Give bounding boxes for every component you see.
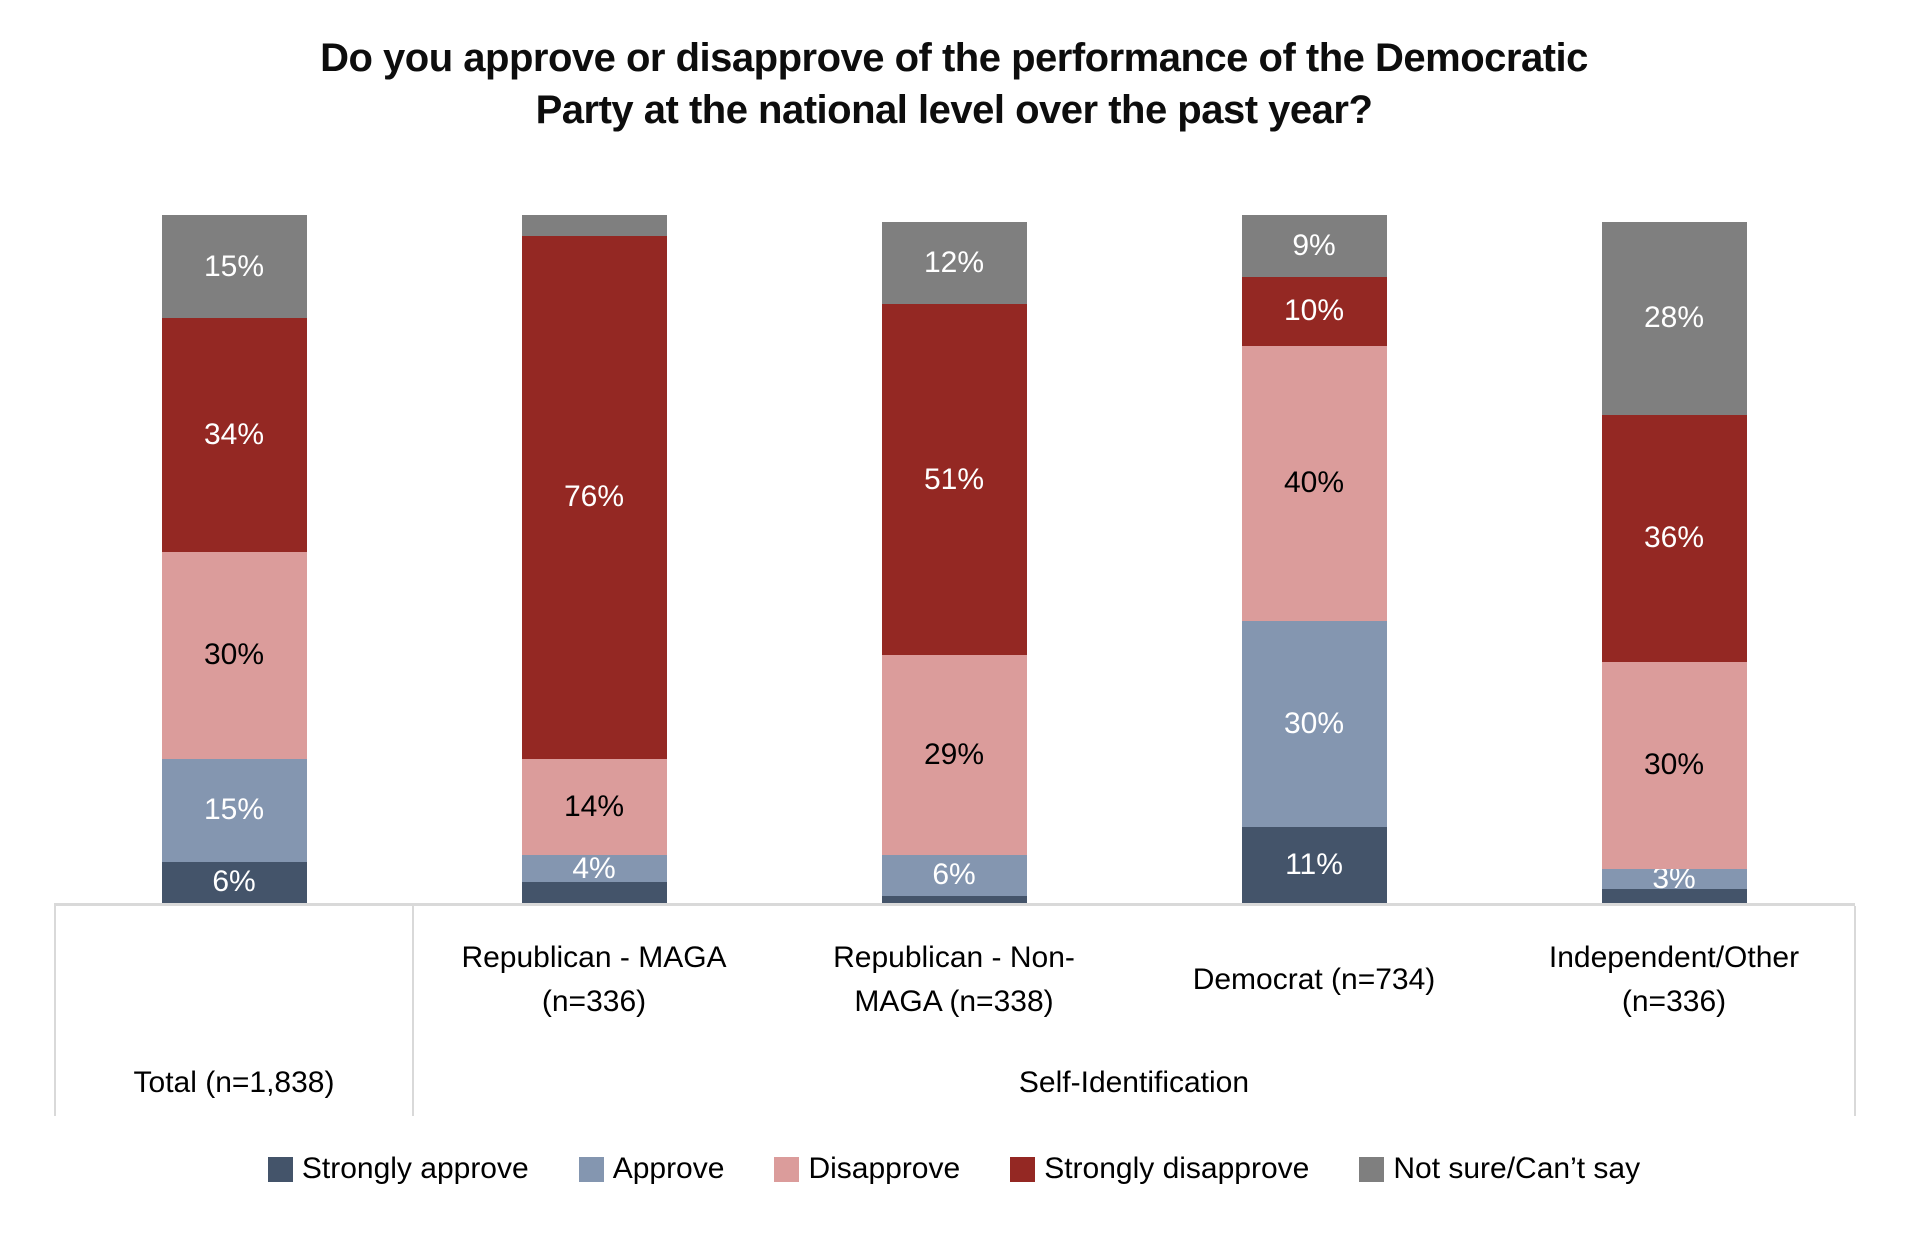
bar-segment-approve: 4% [521, 853, 667, 883]
bar-segment-approve: 6% [881, 854, 1027, 897]
axis-group-self-identification: Republican - MAGA (n=336) Republican - No… [414, 906, 1856, 1116]
legend-item-approve: Approve [578, 1152, 725, 1186]
axis-label-self-identification: Self-Identification [1018, 1066, 1250, 1099]
bar-segment-strongly-approve [881, 896, 1027, 903]
segment-value-label: 34% [203, 418, 265, 452]
stacked-bar-republican-maga-n-336: 4% 14% 76% [521, 215, 667, 903]
stacked-bar-democrat-n-734: 11% 30% 40% 10% 9% [1241, 215, 1387, 903]
legend-label: Disapprove [808, 1152, 961, 1185]
bar-segment-approve: 30% [1241, 620, 1387, 828]
axis-cell-total: Total (n=1,838) [54, 906, 414, 1116]
segment-value-label: 29% [923, 738, 985, 772]
segment-value-label: 6% [932, 858, 976, 892]
legend-item-not-sure-can-t-say: Not sure/Can’t say [1359, 1152, 1640, 1186]
axis-group-label-row: Self-Identification [414, 1054, 1854, 1116]
axis-category-label: Republican - MAGA (n=336) [461, 941, 727, 1018]
axis-cell-democrat-n-734: Democrat (n=734) [1134, 958, 1494, 1002]
axis-category-label: Democrat (n=734) [1192, 963, 1436, 996]
stacked-bar-independent-other-n-336: 3% 30% 36% 28% [1601, 221, 1747, 903]
segment-value-label: 51% [923, 462, 985, 496]
bar-segment-not-sure-can-t-say: 12% [881, 221, 1027, 305]
segment-value-label: 12% [923, 246, 985, 280]
legend-label: Approve [612, 1152, 725, 1185]
legend: Strongly approve Approve Disapprove Strongl… [0, 1152, 1908, 1186]
axis-category-label: Independent/Other (n=336) [1548, 941, 1800, 1018]
legend-swatch-icon [267, 1156, 293, 1182]
bar-segment-approve: 15% [161, 758, 307, 862]
bar-segment-strongly-approve [1601, 889, 1747, 903]
segment-value-label: 76% [563, 480, 625, 514]
stacked-bar-total-n-1-838: 6% 15% 30% 34% 15% [161, 215, 307, 903]
bar-segment-strongly-disapprove: 10% [1241, 276, 1387, 346]
bar-segment-strongly-approve: 6% [161, 861, 307, 903]
bar-segment-disapprove: 40% [1241, 345, 1387, 621]
legend-swatch-icon [1359, 1156, 1385, 1182]
segment-value-label: 40% [1283, 466, 1345, 500]
segment-value-label: 30% [1283, 707, 1345, 741]
bar-slot-republican-maga-n-336: 4% 14% 76% [414, 215, 774, 903]
category-axis-table: Total (n=1,838) Republican - MAGA (n=336… [54, 903, 1856, 1116]
bar-slot-democrat-n-734: 11% 30% 40% 10% 9% [1134, 215, 1494, 903]
bar-segment-approve: 3% [1601, 863, 1747, 893]
segment-value-label: 30% [1643, 748, 1705, 782]
segment-value-label: 28% [1643, 301, 1705, 335]
legend-swatch-icon [774, 1156, 800, 1182]
legend-label: Strongly disapprove [1044, 1152, 1310, 1185]
plot-area: 6% 15% 30% 34% 15% 4% 14% 76% 6% 29% 51% 12% 11% 30% 4… [54, 215, 1854, 903]
bar-slot-total-n-1-838: 6% 15% 30% 34% 15% [54, 215, 414, 903]
axis-category-label: Republican - Non-MAGA (n=338) [833, 941, 1075, 1018]
bar-segment-strongly-disapprove: 51% [881, 304, 1027, 656]
segment-value-label: 6% [212, 865, 256, 899]
axis-cell-independent-other-n-336: Independent/Other (n=336) [1494, 936, 1854, 1024]
segment-value-label: 4% [572, 851, 616, 885]
legend-swatch-icon [578, 1156, 604, 1182]
bar-segment-strongly-disapprove: 34% [161, 318, 307, 553]
segment-value-label: 14% [563, 789, 625, 823]
chart-title: Do you approve or disapprove of the perf… [320, 36, 1588, 132]
bar-slot-independent-other-n-336: 3% 30% 36% 28% [1494, 215, 1854, 903]
legend-item-strongly-disapprove: Strongly disapprove [1010, 1152, 1309, 1186]
bar-slot-republican-non-maga-n-338: 6% 29% 51% 12% [774, 215, 1134, 903]
bar-segment-disapprove: 14% [521, 758, 667, 855]
segment-value-label: 15% [203, 793, 265, 827]
bar-segment-strongly-approve: 11% [1241, 827, 1387, 903]
legend-item-strongly-approve: Strongly approve [267, 1152, 529, 1186]
axis-category-row: Republican - MAGA (n=336) Republican - No… [414, 906, 1854, 1054]
axis-label-total: Total (n=1,838) [133, 1066, 335, 1099]
stacked-bar-republican-non-maga-n-338: 6% 29% 51% 12% [881, 221, 1027, 903]
bar-segment-strongly-disapprove: 36% [1601, 414, 1747, 663]
bar-segment-disapprove: 30% [161, 552, 307, 759]
bar-segment-strongly-approve [521, 882, 667, 903]
legend-item-disapprove: Disapprove [774, 1152, 960, 1186]
segment-value-label: 10% [1283, 294, 1345, 328]
bar-segment-not-sure-can-t-say: 9% [1241, 215, 1387, 277]
bar-segment-not-sure-can-t-say: 15% [161, 215, 307, 319]
segment-value-label: 11% [1285, 848, 1343, 882]
bar-segment-strongly-disapprove: 76% [521, 235, 667, 759]
bar-segment-not-sure-can-t-say [521, 215, 667, 236]
bar-segment-disapprove: 30% [1601, 662, 1747, 869]
axis-cell-republican-non-maga-n-338: Republican - Non-MAGA (n=338) [774, 936, 1134, 1024]
axis-cell-republican-maga-n-336: Republican - MAGA (n=336) [414, 936, 774, 1024]
bar-segment-disapprove: 29% [881, 655, 1027, 855]
legend-label: Not sure/Can’t say [1393, 1152, 1641, 1185]
legend-label: Strongly approve [301, 1152, 529, 1185]
segment-value-label: 30% [203, 638, 265, 672]
segment-value-label: 15% [203, 249, 265, 283]
segment-value-label: 9% [1292, 229, 1336, 262]
bar-segment-not-sure-can-t-say: 28% [1601, 221, 1747, 415]
legend-swatch-icon [1010, 1156, 1036, 1182]
segment-value-label: 36% [1643, 521, 1705, 555]
